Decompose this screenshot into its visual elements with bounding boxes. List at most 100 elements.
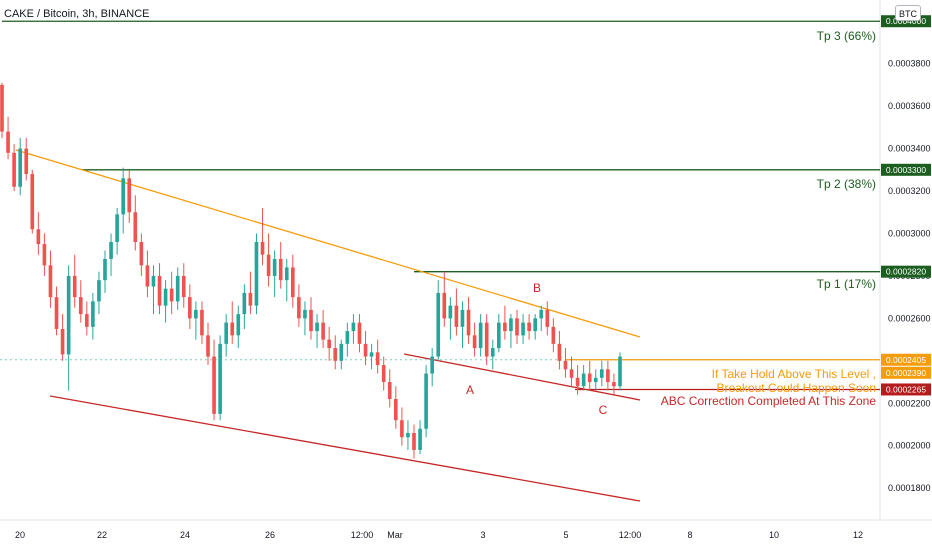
candle-body [333,348,338,361]
candle-body [593,377,598,383]
price-tag-bg [881,163,931,176]
time-tick-label: 24 [180,530,190,540]
price-tick-label: 0.0002000 [888,441,931,451]
tp2-label: Tp 2 (38%) [817,177,876,191]
price-tags: 0.0004000 0.0003300 0.0002820 0.0002405 0.00… [881,15,931,396]
price-tag-bg [881,265,931,278]
price-tag: 0.0002390 [881,366,931,379]
hold-label-line1: If Take Hold Above This Level , [712,367,876,381]
candle-body [242,292,247,315]
candle-body [91,301,95,327]
price-tick-label: 0.0002600 [888,313,931,323]
candle-body [78,297,83,315]
candle-body [115,214,119,242]
descending-resistance-line[interactable] [15,149,641,338]
time-tick-label: 10 [769,530,779,540]
candle-body [472,335,477,349]
candle-body [103,258,107,281]
candle-body [563,360,568,370]
price-tag-label: 0.0002265 [886,384,926,394]
time-axis[interactable]: 20 22 24 26 12:00 Mar 3 5 12:00 8 10 12 [15,530,863,540]
price-tag-label: 0.0002405 [886,355,926,365]
candle-body [121,178,125,215]
candle-body [418,428,422,450]
candle-body [30,174,35,230]
candle-body [484,322,489,357]
candle-body [527,322,531,332]
price-tag-label: 0.0003300 [886,165,926,175]
candle-body [133,212,138,242]
time-tick-label: 26 [265,530,275,540]
candle-body [139,241,144,266]
candle-body [97,280,101,302]
time-tick-label: Mar [387,530,403,540]
candle-body [606,369,610,383]
price-tag-bg [881,366,931,379]
candle-body [351,322,356,332]
symbol-title[interactable]: CAKE / Bitcoin, 3h, BINANCE [4,8,150,20]
candle-body [478,322,483,349]
candle-body [575,377,580,387]
candle-body [406,432,410,438]
price-tag: 0.0002405 [881,353,931,366]
candle-body [581,373,586,387]
candle-body [12,152,16,187]
time-tick-label: 12 [853,530,863,540]
price-tag: 0.0002265 [881,383,931,396]
time-tick-label: 12:00 [619,530,642,540]
candle-body [266,254,271,276]
price-tag: 0.0002820 [881,265,931,278]
candle-body [194,309,198,319]
price-tag-label: 0.0004000 [886,16,926,26]
lower-channel-line[interactable] [49,395,641,502]
candle-body [545,309,550,327]
price-tick-label: 0.0003800 [888,59,931,69]
candle-body [206,335,210,357]
candle-body [315,322,319,332]
candle-body [6,131,10,153]
candle-body [412,432,416,450]
candle-body [42,244,47,266]
price-tick-label: 0.0003200 [888,186,931,196]
candle-body [18,148,22,187]
hold-label-line2: Breakout Could Happen Soon [717,381,876,395]
candle-body [0,84,4,132]
price-tick-label: 0.0003600 [888,101,931,111]
candle-body [321,322,325,340]
candle-body [72,275,77,298]
candle-body [533,318,537,332]
wave-c-label: C [599,403,608,417]
candle-body [224,322,228,344]
time-tick-label: 8 [687,530,692,540]
candle-body [85,314,89,327]
candle-body [151,275,156,287]
abc-support-line[interactable] [403,353,641,401]
candle-body [612,382,616,387]
candle-body [466,309,471,336]
candle-body [497,322,501,349]
currency-button[interactable]: BTC [895,5,921,21]
candle-body [291,267,295,298]
time-tick-label: 22 [97,530,107,540]
candle-body [600,369,604,378]
candle-body [169,288,174,302]
time-tick-label: 3 [480,530,485,540]
candle-body [394,399,398,421]
candle-body [297,297,301,319]
price-tag-label: 0.0002820 [886,267,926,277]
time-tick-label: 20 [15,530,25,540]
price-tag: 0.0003300 [881,163,931,176]
candle-body [127,178,132,213]
time-tick-label: 5 [563,530,568,540]
candle-body [272,258,277,276]
wave-a-label: A [466,383,474,397]
price-tag-label: 0.0002390 [886,368,926,378]
candle-body [515,318,519,336]
candle-body [66,275,71,355]
candle-body [551,326,556,344]
candles [0,82,622,459]
candle-body [109,241,113,259]
candle-body [260,241,265,255]
candle-body [284,267,289,281]
